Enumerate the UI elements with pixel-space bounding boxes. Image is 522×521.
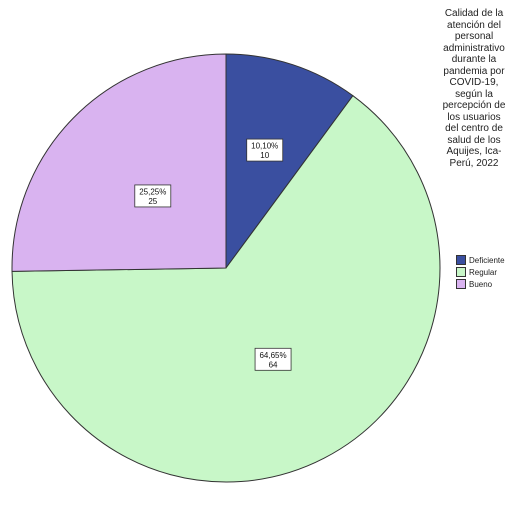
pie-slice-regular: [11, 94, 441, 483]
legend-label-deficiente: Deficiente: [469, 255, 505, 265]
data-label-deficiente: 10,10%10: [246, 138, 284, 162]
legend-item-bueno: Bueno: [456, 278, 505, 290]
data-label-box-deficiente: [246, 138, 284, 162]
legend-swatch-deficiente: [456, 255, 466, 265]
pie-slice-deficiente: [225, 53, 354, 270]
data-label-regular: 64,65%64: [254, 347, 292, 371]
data-label-count-regular: 64: [269, 360, 278, 369]
legend-item-regular: Regular: [456, 266, 505, 278]
legend-label-regular: Regular: [469, 267, 498, 277]
legend-swatch-bueno: [456, 279, 466, 289]
data-label-count-bueno: 25: [148, 197, 157, 206]
legend: Deficiente Regular Bueno: [456, 254, 505, 290]
data-label-percent-deficiente: 10,10%: [251, 142, 278, 151]
data-label-bueno: 25,25%25: [134, 184, 172, 208]
pie-slice-bueno: [11, 53, 227, 272]
data-label-percent-regular: 64,65%: [259, 351, 286, 360]
legend-label-bueno: Bueno: [469, 279, 493, 289]
data-label-box-bueno: [134, 184, 172, 208]
legend-swatch-regular: [456, 267, 466, 277]
data-label-count-deficiente: 10: [260, 151, 269, 160]
legend-title: Calidad de la atención del personal admi…: [442, 8, 506, 169]
data-label-box-regular: [254, 347, 292, 371]
data-label-percent-bueno: 25,25%: [139, 187, 166, 196]
legend-item-deficiente: Deficiente: [456, 254, 505, 266]
